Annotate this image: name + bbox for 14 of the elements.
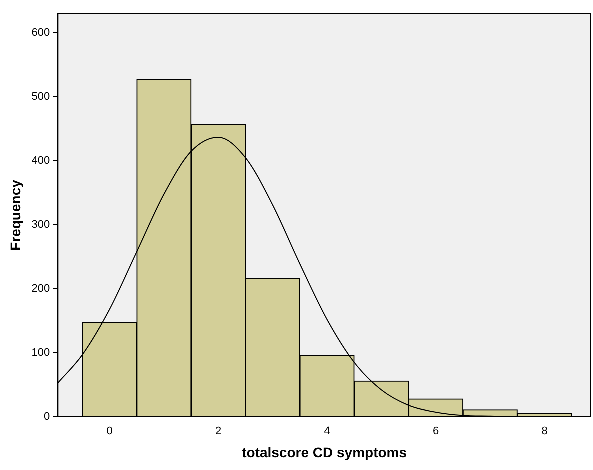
y-tick-label: 200 bbox=[32, 283, 50, 296]
y-tick-label: 300 bbox=[32, 219, 50, 232]
x-tick-label: 4 bbox=[324, 426, 330, 438]
y-axis-title: Frequency bbox=[7, 180, 24, 251]
y-tick-label: 100 bbox=[32, 347, 50, 360]
y-tick-label: 600 bbox=[32, 27, 50, 40]
x-tick-label: 6 bbox=[432, 426, 440, 438]
x-tick-label: 0 bbox=[106, 426, 113, 438]
x-tick-label: 8 bbox=[542, 426, 548, 438]
y-tick-label: 400 bbox=[32, 155, 50, 168]
y-tick-label: 500 bbox=[32, 91, 50, 104]
x-axis-title: totalscore CD symptoms bbox=[242, 444, 408, 460]
x-tick-label: 2 bbox=[215, 426, 222, 438]
y-tick-label: 0 bbox=[44, 411, 50, 424]
